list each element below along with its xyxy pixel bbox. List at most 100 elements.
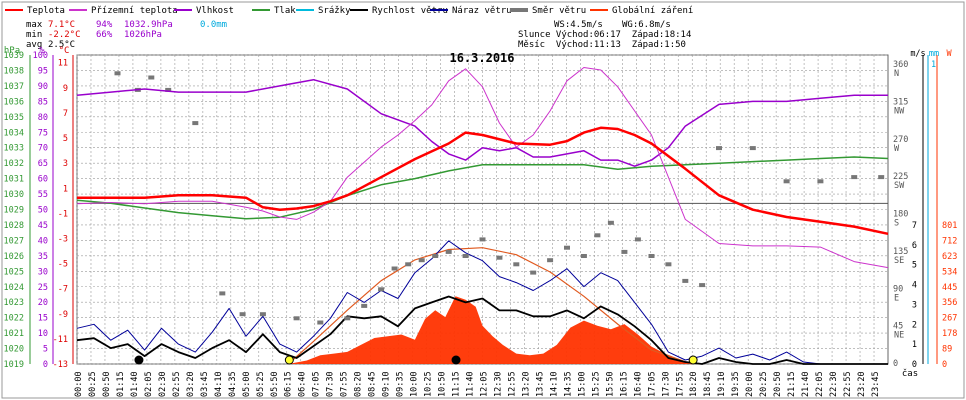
axis-label-ms: m/s [910,49,925,59]
tick-label-time: 02:55 [172,371,182,397]
tick-label-time: 12:55 [507,371,517,397]
stat-min-temp: -2.2°C [48,30,81,40]
tick-label-hpa: 1023 [4,298,24,308]
tick-label-celsius: -1 [58,209,68,219]
tick-label-hpa: 1020 [4,345,24,355]
series-wind-direction-point [293,316,300,321]
tick-label-celsius: -11 [53,335,68,345]
tick-label-time: 00:50 [102,371,112,397]
tick-label-time: 23:20 [857,371,867,397]
tick-label-time: 22:05 [815,371,825,397]
tick-label-humidity: 35 [38,252,48,262]
tick-label-compass: W [894,144,900,154]
series-wind-direction-point [682,278,689,283]
tick-label-w: 712 [942,236,957,246]
tick-label-hpa: 1037 [4,82,24,92]
tick-label-humidity: 20 [38,298,48,308]
tick-label-humidity: 10 [38,329,48,339]
tick-label-hpa: 1031 [4,175,24,185]
series-wind-direction-point [317,320,324,325]
series-wind-direction-point [716,146,722,151]
tick-label-direction: 225 [893,172,908,182]
tick-label-time: 00:00 [74,371,84,397]
tick-label-celsius: -5 [58,260,68,270]
series-wind-direction-point [749,146,756,151]
series-wind-direction-point [621,249,628,254]
tick-label-time: 17:05 [647,371,657,397]
tick-label-time: 08:45 [368,371,378,397]
series-wind-direction-point [219,291,226,296]
tick-label-w: 623 [942,252,957,262]
sunrise-marker [284,355,294,365]
series-wind-direction-point [783,179,790,184]
stat-wg: WG:6.8m/s [622,20,671,30]
tick-label-ms: 4 [912,281,917,291]
tick-label-celsius: 7 [63,109,68,119]
tick-label-celsius: 1 [63,184,68,194]
tick-label-humidity: 95 [38,66,48,76]
tick-label-hpa: 1036 [4,97,24,107]
tick-label-humidity: 5 [43,345,48,355]
stat-avg-temp: 2.5°C [48,40,75,50]
tick-label-humidity: 80 [38,113,48,123]
series-ground-temperature [76,67,889,269]
series-wind-direction-point [361,303,368,308]
tick-label-time: 03:20 [186,371,196,397]
chart-title: 16.3.2016 [449,51,514,65]
tick-label-direction: 315 [893,97,908,107]
tick-label-time: 11:15 [452,371,462,397]
tick-label-time: 18:20 [689,371,699,397]
tick-label-time: 10:25 [424,371,434,397]
tick-label-time: 05:25 [256,371,266,397]
series-wind-direction-point [405,262,412,267]
tick-label-hpa: 1035 [4,113,24,123]
tick-label-celsius: 11 [58,59,68,69]
series-wind-direction-point [148,75,155,80]
tick-label-humidity: 60 [38,175,48,185]
tick-label-humidity: 55 [38,190,48,200]
series-temperature [77,126,889,236]
series-wind-direction-point [378,287,385,292]
axis-label-mm: mm [929,49,939,59]
tick-label-compass: SE [894,256,904,266]
sunset-marker [688,355,698,365]
series-wind-direction-point [699,283,706,288]
tick-label-hpa: 1022 [4,314,24,324]
tick-label-celsius: -13 [53,360,68,370]
tick-label-hpa: 1029 [4,206,24,216]
tick-label-direction: 135 [893,247,908,257]
tick-label-time: 22:55 [843,371,853,397]
tick-label-celsius: 9 [63,84,68,94]
legend-label: Globální záření [612,6,693,16]
tick-label-time: 17:55 [675,371,685,397]
legend-label: Vlhkost [196,6,234,16]
stats-block: max 7.1°C 94% 1032.9hPa 0.0mm min -2.2°C… [26,20,691,50]
tick-label-time: 15:00 [577,371,587,397]
tick-label-celsius: 3 [63,159,68,169]
tick-label-time: 21:15 [787,371,797,397]
legend-label: Přízemní teplota [91,6,178,16]
stat-moon: Měsíc Východ:11:13 Západ:1:50 [518,40,686,50]
axis-label-celsius: °C [59,46,70,56]
legend-label: Náraz větru [452,6,512,16]
series-wind-direction-point [192,121,199,126]
tick-label-humidity: 75 [38,128,48,138]
moonset-marker [134,355,144,365]
tick-label-w: 89 [942,345,952,355]
tick-label-time: 01:15 [116,371,126,397]
tick-label-humidity: 85 [38,97,48,107]
tick-label-mm: 1 [931,60,936,70]
tick-label-direction: 90 [893,284,903,294]
axis-label-w: W [946,49,952,59]
tick-label-time: 23:45 [871,371,881,397]
tick-label-w: 0 [942,360,947,370]
tick-label-time: 11:40 [466,371,476,397]
stat-avg-label: avg [26,40,42,50]
tick-label-hpa: 1038 [4,66,24,76]
tick-label-direction: 270 [893,135,908,145]
stat-sun: Slunce Východ:06:17 Západ:18:14 [518,30,691,40]
tick-label-time: 09:10 [382,371,392,397]
series-wind-direction-point [513,262,520,267]
